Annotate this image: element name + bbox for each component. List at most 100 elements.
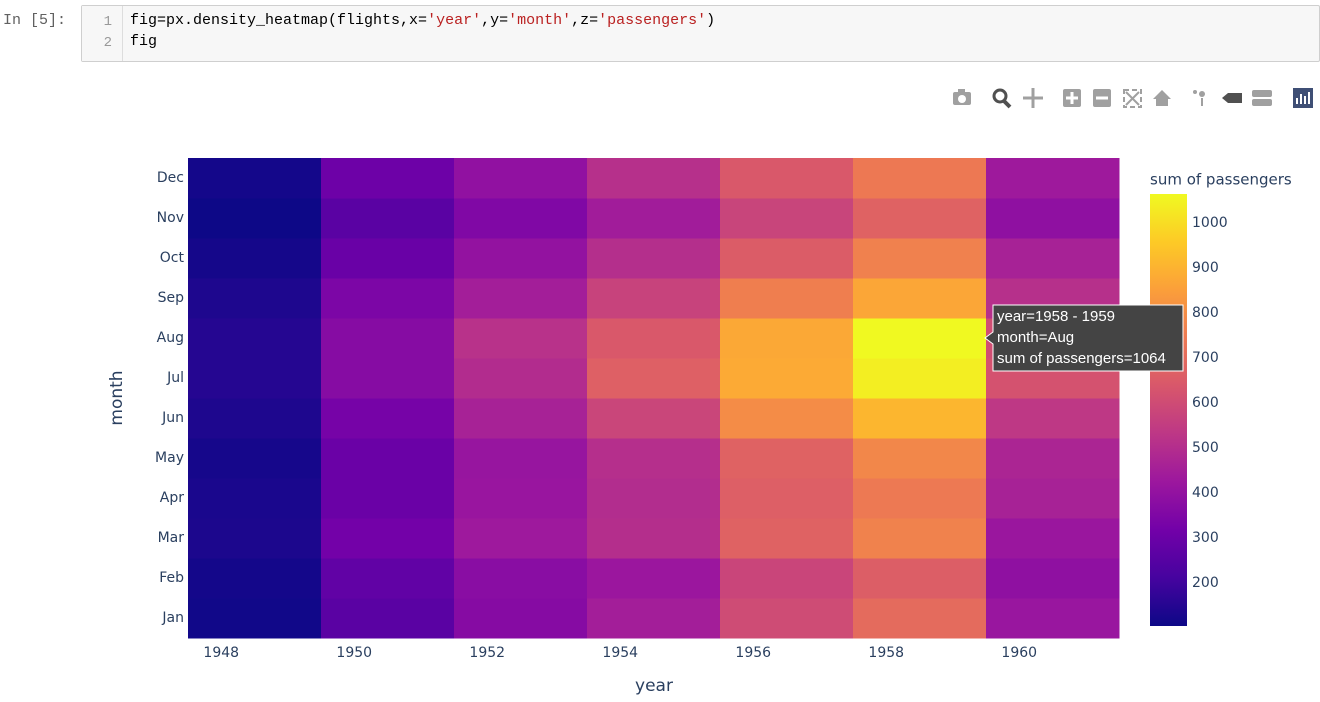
- autoscale-button[interactable]: [1123, 89, 1142, 108]
- x-tick-label: 1948: [203, 645, 239, 661]
- y-tick-label: Jan: [161, 610, 184, 626]
- heatmap-cell: [853, 238, 987, 279]
- heatmap-cell: [587, 278, 721, 319]
- code-token: fig=px.density_heatmap(flights,x=: [130, 12, 428, 29]
- colorbar-tick-label: 500: [1192, 440, 1219, 456]
- heatmap-cell: [454, 438, 588, 479]
- heatmap-cell: [853, 398, 987, 439]
- zoom-in-button[interactable]: [1063, 89, 1081, 107]
- line-number: 1: [103, 14, 112, 30]
- heatmap-cell: [321, 318, 455, 359]
- heatmap-cell: [986, 518, 1120, 559]
- code-string: 'year': [427, 12, 482, 29]
- code-editor[interactable]: 1 2 fig=px.density_heatmap(flights,x='ye…: [81, 5, 1320, 62]
- colorbar-tick-label: 400: [1192, 485, 1219, 501]
- heatmap-cell: [587, 318, 721, 359]
- colorbar-tick-label: 200: [1192, 575, 1219, 591]
- y-tick-label: Dec: [157, 170, 184, 186]
- y-tick-label: Mar: [158, 530, 185, 546]
- download-png-button[interactable]: [953, 89, 971, 105]
- heatmap-cell: [321, 278, 455, 319]
- heatmap-cell: [986, 238, 1120, 279]
- heatmap-cell: [454, 478, 588, 519]
- heatmap-cell: [454, 558, 588, 599]
- heatmap-cell: [986, 438, 1120, 479]
- heatmap-cell: [321, 438, 455, 479]
- zoom-button[interactable]: [992, 88, 1012, 109]
- reset-axes-button[interactable]: [1153, 90, 1171, 106]
- heatmap-cell: [720, 318, 854, 359]
- code-token: ,y=: [481, 12, 509, 29]
- heatmap-cell: [454, 278, 588, 319]
- heatmap-cell: [188, 518, 322, 559]
- heatmap-cell: [720, 278, 854, 319]
- pan-button[interactable]: [1023, 88, 1043, 108]
- heatmap-cell: [853, 278, 987, 319]
- heatmap-cell: [986, 558, 1120, 599]
- heatmap-cell: [321, 558, 455, 599]
- heatmap-cell: [587, 598, 721, 639]
- heatmap-cell: [587, 438, 721, 479]
- zoom-out-button[interactable]: [1093, 89, 1111, 107]
- heatmap-cell: [720, 598, 854, 639]
- heatmap-cell: [454, 158, 588, 199]
- heatmap-cell: [853, 318, 987, 359]
- colorbar-tick-label: 900: [1192, 260, 1219, 276]
- line-number: 2: [103, 35, 112, 51]
- heatmap-cell: [587, 558, 721, 599]
- hover-compare-button[interactable]: [1252, 90, 1272, 106]
- heatmap-cell: [188, 558, 322, 599]
- colorbar-tick-label: 700: [1192, 350, 1219, 366]
- heatmap-cell: [587, 238, 721, 279]
- tooltip-box: [984, 304, 1184, 372]
- hover-closest-button[interactable]: [1222, 93, 1242, 103]
- y-axis-title: month: [107, 370, 127, 425]
- heatmap-cell: [853, 558, 987, 599]
- heatmap-cell: [321, 478, 455, 519]
- heatmap-cell: [188, 198, 322, 239]
- x-tick-label: 1952: [469, 645, 505, 661]
- heatmap-cell: [454, 358, 588, 399]
- heatmap-cell: [986, 598, 1120, 639]
- heatmap-cell: [853, 598, 987, 639]
- spike-lines-button[interactable]: [1193, 90, 1205, 106]
- heatmap-cell: [454, 318, 588, 359]
- y-tick-label: Jul: [166, 370, 184, 386]
- x-tick-label: 1956: [735, 645, 771, 661]
- heatmap-cell: [587, 198, 721, 239]
- y-tick-label: May: [155, 450, 184, 466]
- heatmap-cell: [587, 158, 721, 199]
- heatmap-cell: [986, 478, 1120, 519]
- heatmap-cell: [188, 358, 322, 399]
- code-string: 'month': [508, 12, 572, 29]
- heatmap-cell: [720, 158, 854, 199]
- tooltip-line: sum of passengers=1064: [997, 350, 1166, 367]
- heatmap-cell: [321, 398, 455, 439]
- code-token: ,z=: [571, 12, 599, 29]
- heatmap-cell: [188, 478, 322, 519]
- heatmap-cell: [720, 558, 854, 599]
- x-tick-label: 1958: [868, 645, 904, 661]
- heatmap-cell: [853, 478, 987, 519]
- x-tick-label: 1960: [1001, 645, 1037, 661]
- input-prompt: In [5]:: [3, 12, 67, 29]
- heatmap-cell: [853, 438, 987, 479]
- plotly-logo[interactable]: [1293, 88, 1313, 108]
- heatmap-cell: [853, 158, 987, 199]
- heatmap-cell: [587, 518, 721, 559]
- x-axis-title: year: [635, 676, 673, 696]
- heatmap-cell: [454, 398, 588, 439]
- hover-tooltip: year=1958 - 1959 month=Aug sum of passenge…: [984, 304, 1184, 372]
- code-line: fig=px.density_heatmap(flights,x='year',…: [130, 12, 715, 29]
- code-line: fig: [130, 33, 157, 50]
- heatmap-cell: [587, 398, 721, 439]
- heatmap-cell: [986, 198, 1120, 239]
- y-tick-label: Feb: [159, 570, 184, 586]
- tooltip-line: year=1958 - 1959: [997, 308, 1115, 325]
- y-tick-label: Sep: [158, 290, 185, 306]
- colorbar-title: sum of passengers: [1150, 171, 1292, 189]
- heatmap-cell: [321, 198, 455, 239]
- heatmap-cell: [188, 158, 322, 199]
